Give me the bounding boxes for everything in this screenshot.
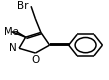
Text: N: N xyxy=(9,43,17,53)
Text: Me: Me xyxy=(4,27,19,37)
Text: Br: Br xyxy=(17,1,29,11)
Text: O: O xyxy=(31,55,40,65)
